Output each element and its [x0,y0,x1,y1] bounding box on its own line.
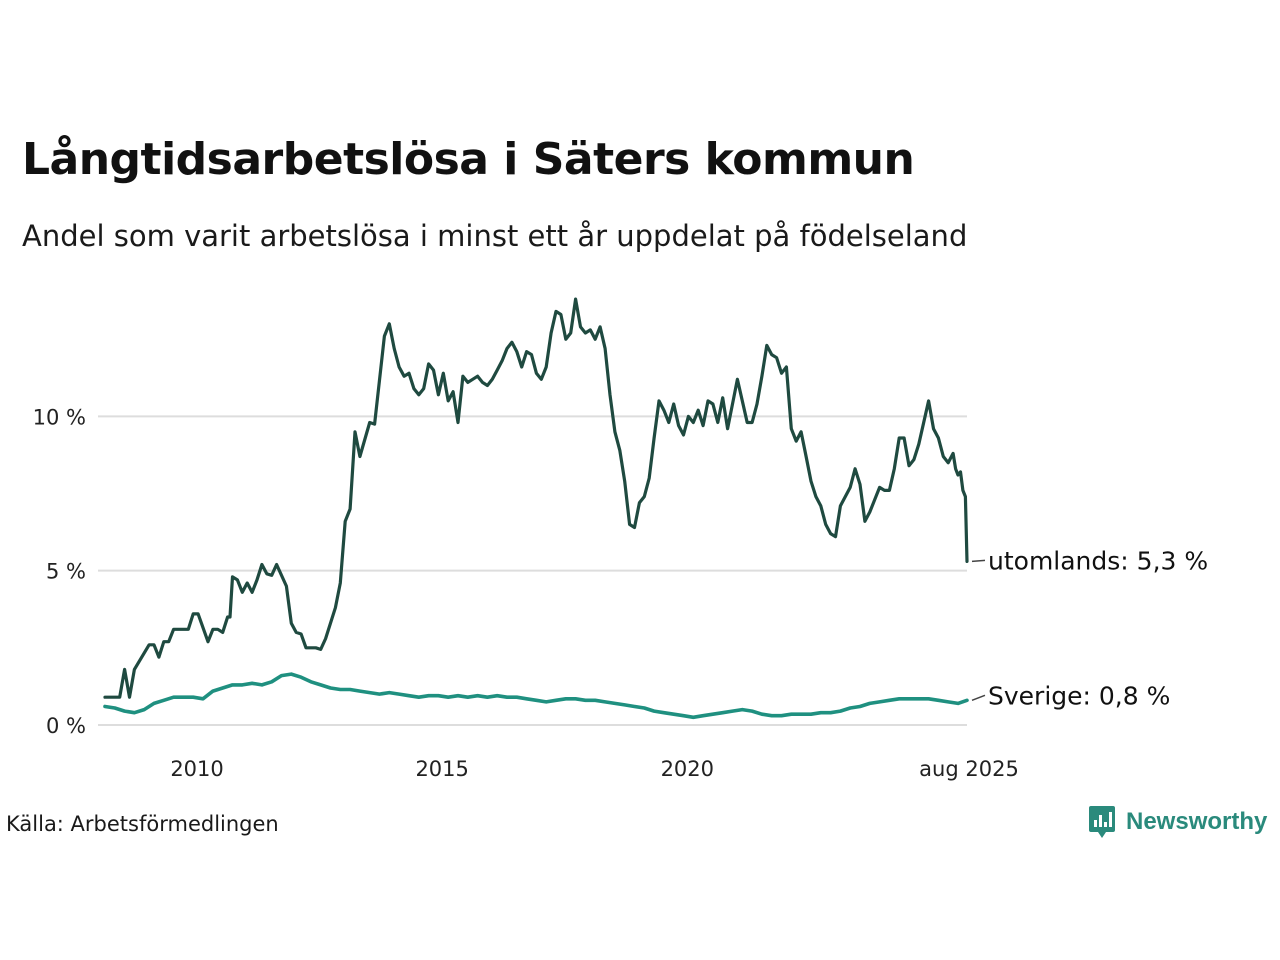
newsworthy-logo-icon [1089,806,1115,838]
x-tick-label: 2010 [170,757,223,781]
series-lines [103,297,969,720]
source-note: Källa: Arbetsförmedlingen [6,812,279,836]
end-labels: utomlands: 5,3 % Sverige: 0,8 % [971,546,1208,710]
brand-logo: Newsworthy [1088,804,1267,840]
y-axis-ticks: 0 % 5 % 10 % [33,405,86,738]
end-label-leader [971,694,986,702]
x-tick-label: 2020 [661,757,714,781]
end-label-utomlands: utomlands: 5,3 % [988,546,1208,575]
chart-title: Långtidsarbetslösa i Säters kommun [22,134,915,185]
x-axis-ticks: 2010 2015 2020 aug 2025 [170,757,1018,781]
x-tick-label: aug 2025 [919,757,1019,781]
chart-subtitle: Andel som varit arbetslösa i minst ett å… [22,219,968,253]
end-label-leader [971,559,986,563]
end-label-sverige: Sverige: 0,8 % [988,681,1170,710]
y-tick-label: 0 % [46,714,86,738]
series-line-sverige [103,672,969,720]
gridlines [98,415,967,726]
y-tick-label: 5 % [46,560,86,584]
brand-name: Newsworthy [1126,808,1268,835]
series-line-utomlands [103,297,969,699]
y-tick-label: 10 % [33,405,86,429]
x-tick-label: 2015 [415,757,468,781]
